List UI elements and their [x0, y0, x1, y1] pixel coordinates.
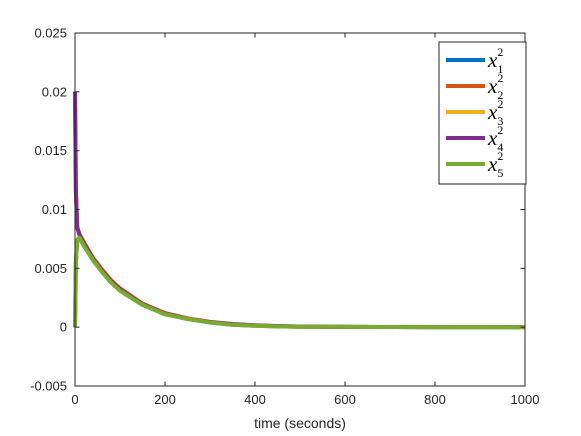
ticks-layer: 0 200 400 600 800 1000 -0.005 0 0.005 0.01 0.015 0.… [30, 26, 539, 408]
series-layer [73, 91, 525, 330]
legend-label-4: x2 4 [487, 123, 503, 154]
y-tick-label: 0.01 [42, 202, 67, 217]
legend-label-5: x2 5 [487, 149, 503, 180]
y-tick-label: 0.005 [34, 261, 67, 276]
x-tick-label: 1000 [511, 392, 540, 407]
y-tick-label: 0.02 [42, 84, 67, 99]
x-tick-label: 0 [71, 392, 78, 407]
x-tick-label: 600 [334, 392, 356, 407]
x-tick-label: 200 [154, 392, 176, 407]
legend-label-1: x2 1 [487, 45, 503, 76]
legend-label-2: x2 2 [487, 71, 503, 102]
series-line-5 [73, 235, 525, 330]
y-tick-label: 0.025 [34, 26, 67, 41]
y-tick-label: 0 [60, 320, 67, 335]
x-tick-label: 400 [244, 392, 266, 407]
y-tick-label: -0.005 [30, 379, 67, 394]
x-tick-label: 800 [424, 392, 446, 407]
legend: x2 1x2 2x2 3x2 4x2 5 [438, 41, 527, 185]
y-tick-label: 0.015 [34, 143, 67, 158]
legend-label-3: x2 3 [487, 97, 503, 128]
x-axis-label: time (seconds) [254, 415, 346, 431]
